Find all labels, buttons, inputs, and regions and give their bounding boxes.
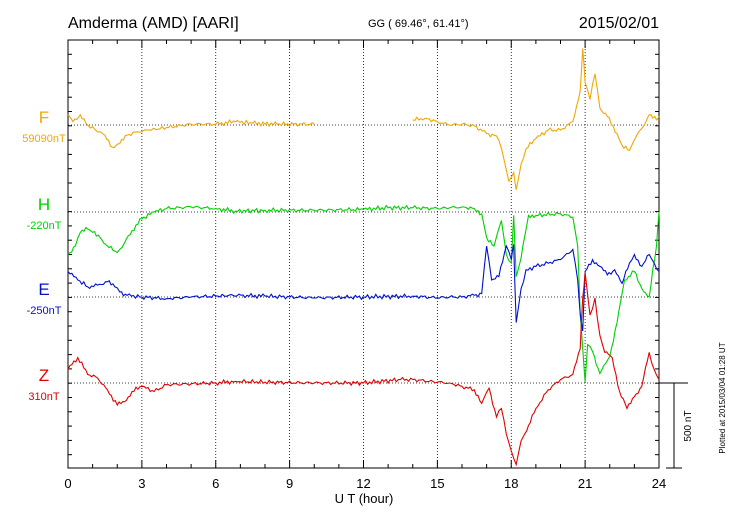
series-baseline-z: 310nT (28, 391, 59, 403)
series-name-e: E (38, 280, 49, 299)
coordinates-label: GG ( 69.46°, 61.41°) (368, 18, 469, 30)
series-name-h: H (38, 195, 50, 214)
series-baseline-h: -220nT (27, 220, 62, 232)
station-title: Amderma (AMD) [AARI] (68, 15, 239, 32)
x-tick-label: 12 (356, 476, 370, 491)
series-name-z: Z (39, 366, 49, 385)
x-tick-label: 15 (430, 476, 444, 491)
grid-lines (68, 40, 659, 468)
x-axis-ticks: 0 3 6 9 12 15 18 21 24 (64, 39, 666, 491)
series-line-e (67, 244, 660, 332)
x-axis-label: U T (hour) (335, 491, 394, 506)
x-tick-label: 21 (578, 476, 592, 491)
x-tick-label: 3 (138, 476, 145, 491)
x-tick-label: 24 (652, 476, 666, 491)
series-labels: F 59090nT H -220nT E -250nT Z 310nT (22, 108, 66, 403)
date-label: 2015/02/01 (579, 15, 659, 32)
series-name-f: F (39, 108, 49, 127)
series-line-h (67, 204, 660, 383)
series-baseline-f: 59090nT (22, 133, 66, 145)
series-line-f (412, 48, 660, 190)
series-layer (67, 48, 660, 467)
series-baseline-e: -250nT (27, 305, 62, 317)
x-tick-label: 0 (64, 476, 71, 491)
scale-bar: 500 nT (659, 382, 694, 469)
x-tick-label: 6 (212, 476, 219, 491)
series-line-z (67, 272, 660, 467)
x-tick-label: 18 (504, 476, 518, 491)
x-tick-label: 9 (286, 476, 293, 491)
scale-bar-label: 500 nT (683, 410, 694, 441)
series-line-f (67, 113, 315, 149)
plotted-timestamp: Plotted at 2015/03/04 01:28 UT (718, 342, 727, 453)
